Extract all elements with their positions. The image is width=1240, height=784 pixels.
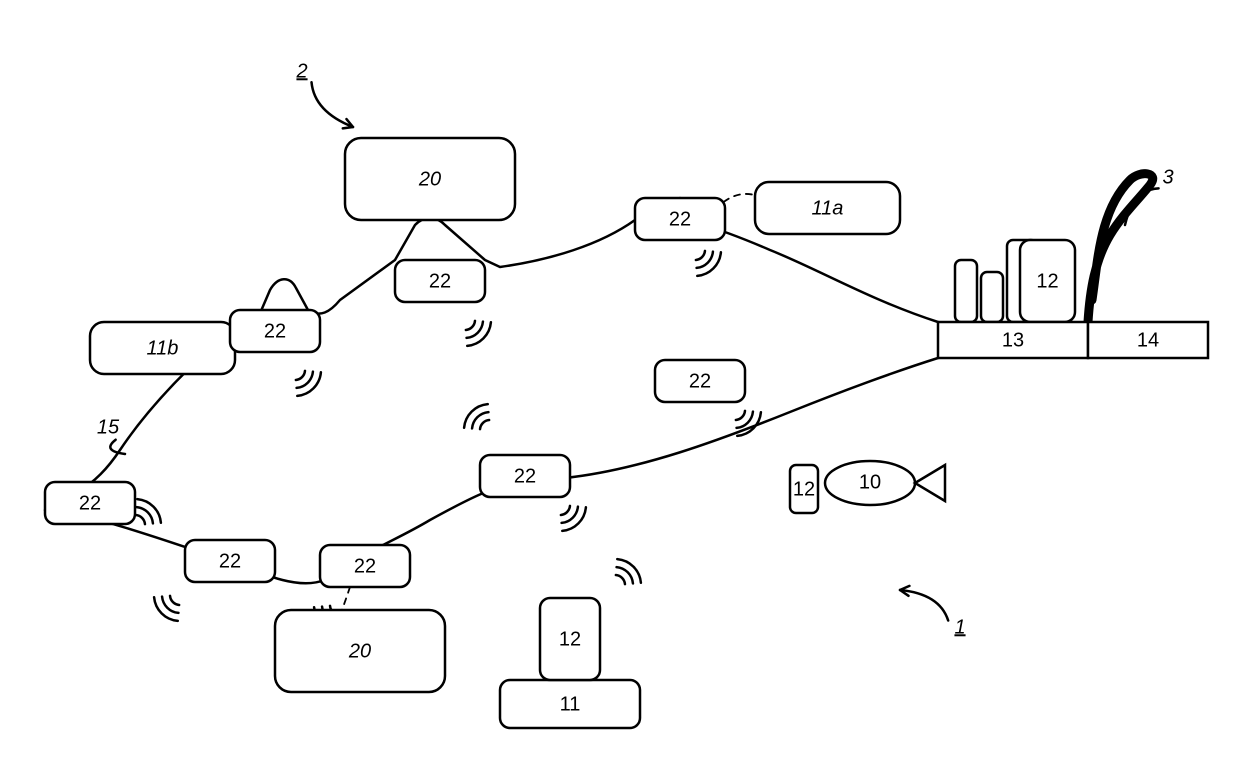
node-label-b20b: 20	[348, 640, 371, 662]
node-label-b13: 13	[1002, 329, 1024, 351]
node-label-b12c: 12	[1036, 270, 1058, 292]
node-label-b22_5: 22	[219, 550, 241, 572]
diagram-canvas: 202011a11b222222222222222211121210121314…	[0, 0, 1240, 784]
ref-3: 3	[1162, 166, 1173, 188]
node-label-b22_2: 22	[669, 208, 691, 230]
node-label-b22_4: 22	[79, 492, 101, 514]
fish-node-label: 10	[859, 471, 881, 493]
node-label-b12a: 12	[559, 628, 581, 650]
node-label-b22_8: 22	[689, 370, 711, 392]
ref-15: 15	[97, 416, 120, 438]
node-label-b11a: 11a	[812, 197, 844, 219]
node-label-b11b: 11b	[147, 337, 179, 359]
feature-3-squiggle	[1088, 174, 1153, 322]
node-label-b22_3: 22	[264, 320, 286, 342]
node-label-b12b: 12	[793, 478, 815, 500]
node-label-b11: 11	[560, 693, 581, 715]
node-label-b22_6: 22	[354, 555, 376, 577]
ref-1: 1	[954, 616, 965, 638]
node-label-b22_7: 22	[514, 465, 536, 487]
node-label-b14: 14	[1137, 329, 1159, 351]
node-label-b22_1: 22	[429, 270, 451, 292]
topography-outline	[45, 198, 938, 583]
node-label-b20a: 20	[418, 168, 441, 190]
ref-2: 2	[295, 60, 307, 82]
